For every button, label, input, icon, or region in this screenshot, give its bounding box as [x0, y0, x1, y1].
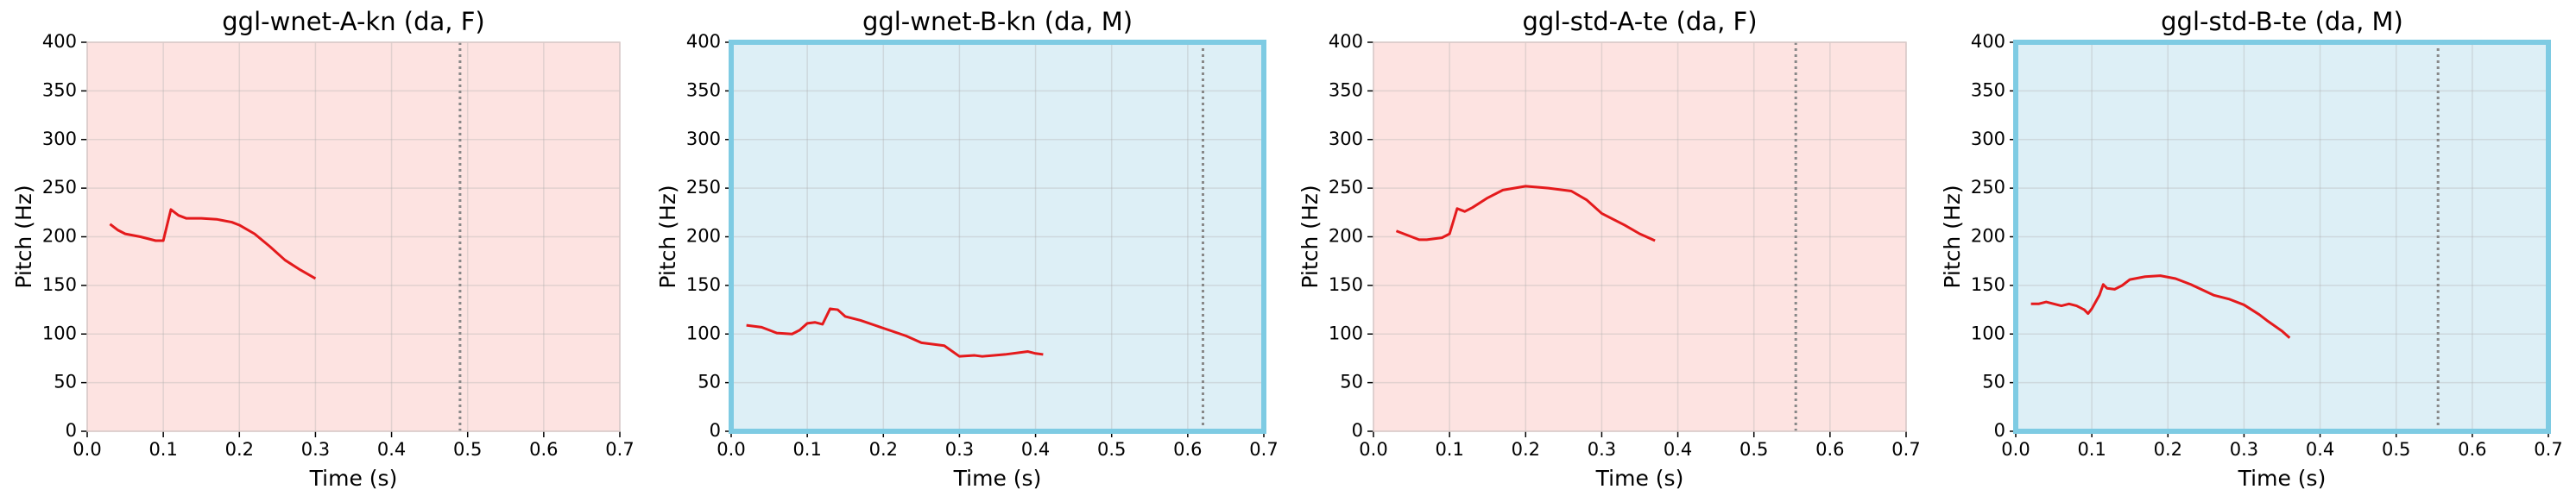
plot-frame [1373, 41, 1907, 432]
plot-background [731, 42, 1264, 431]
x-tick-label: 0.1 [148, 439, 177, 460]
plot-background [2016, 42, 2548, 431]
chart-title: ggl-std-B-te (da, M) [2161, 7, 2403, 36]
x-tick-label: 0.2 [225, 439, 254, 460]
y-tick-label: 300 [686, 129, 721, 149]
y-tick-label: 150 [1329, 274, 1363, 295]
y-axis-label: Pitch (Hz) [11, 185, 36, 288]
y-tick-label: 0 [1994, 420, 2005, 441]
y-tick-label: 250 [42, 177, 77, 198]
x-tick-label: 0.7 [1891, 439, 1920, 460]
y-tick-label: 200 [686, 226, 721, 247]
x-tick-label: 0.2 [2154, 439, 2182, 460]
y-tick-label: 50 [698, 372, 721, 392]
x-tick-label: 0.2 [869, 439, 898, 460]
y-tick-label: 100 [42, 323, 77, 343]
x-tick-label: 0.1 [2077, 439, 2106, 460]
x-tick-label: 0.6 [529, 439, 558, 460]
y-tick-label: 0 [66, 420, 77, 441]
y-tick-label: 350 [1971, 79, 2005, 100]
plot-frame [729, 40, 1266, 434]
y-tick-label: 400 [686, 31, 721, 52]
y-tick-label: 200 [1971, 226, 2005, 247]
x-tick-label: 0.0 [73, 439, 101, 460]
y-axis-label: Pitch (Hz) [1940, 185, 1965, 288]
y-tick-label: 250 [1971, 177, 2005, 198]
x-tick-label: 0.7 [1249, 439, 1278, 460]
x-tick-label: 0.4 [377, 439, 406, 460]
y-tick-label: 300 [42, 129, 77, 149]
y-tick-label: 350 [42, 79, 77, 100]
x-tick-label: 0.5 [1097, 439, 1126, 460]
x-tick-label: 0.3 [2230, 439, 2258, 460]
y-tick-label: 150 [42, 274, 77, 295]
chart-title: ggl-wnet-B-kn (da, M) [862, 7, 1133, 36]
x-tick-label: 0.0 [2001, 439, 2030, 460]
y-tick-label: 400 [42, 31, 77, 52]
x-tick-label: 0.3 [1588, 439, 1616, 460]
x-tick-label: 0.5 [1739, 439, 1768, 460]
x-tick-label: 0.3 [301, 439, 330, 460]
y-tick-label: 300 [1971, 129, 2005, 149]
y-axis-label: Pitch (Hz) [1297, 185, 1323, 288]
y-tick-label: 200 [1329, 226, 1363, 247]
y-tick-label: 50 [1340, 372, 1363, 392]
y-axis-label: Pitch (Hz) [655, 185, 680, 288]
y-tick-label: 350 [1329, 79, 1363, 100]
y-tick-label: 400 [1329, 31, 1363, 52]
x-axis-label: Time (s) [2238, 466, 2327, 491]
x-tick-label: 0.6 [1815, 439, 1844, 460]
pitch-line [2030, 274, 2291, 339]
y-tick-label: 350 [686, 79, 721, 100]
y-tick-label: 250 [686, 177, 721, 198]
y-tick-label: 50 [1982, 372, 2005, 392]
x-tick-label: 0.2 [1512, 439, 1540, 460]
y-tick-label: 100 [1329, 323, 1363, 343]
y-tick-label: 250 [1329, 177, 1363, 198]
x-tick-label: 0.6 [1173, 439, 1202, 460]
x-tick-label: 0.0 [1359, 439, 1387, 460]
x-tick-label: 0.5 [453, 439, 482, 460]
x-tick-label: 0.1 [1435, 439, 1463, 460]
x-tick-label: 0.7 [605, 439, 634, 460]
y-tick-label: 150 [686, 274, 721, 295]
y-tick-label: 400 [1971, 31, 2005, 52]
plot-background [87, 42, 620, 431]
plot-frame [86, 41, 621, 432]
plot-background [1373, 42, 1906, 431]
y-tick-label: 0 [710, 420, 721, 441]
pitch-line [1395, 185, 1656, 242]
x-axis-label: Time (s) [309, 466, 398, 491]
y-tick-label: 300 [1329, 129, 1363, 149]
chart-title: ggl-wnet-A-kn (da, F) [222, 7, 484, 36]
x-tick-label: 0.1 [792, 439, 821, 460]
pitch-line [109, 208, 317, 280]
y-tick-label: 100 [686, 323, 721, 343]
x-axis-label: Time (s) [953, 466, 1042, 491]
x-tick-label: 0.7 [2534, 439, 2562, 460]
x-tick-label: 0.4 [2306, 439, 2334, 460]
x-tick-label: 0.6 [2458, 439, 2486, 460]
chart-title: ggl-std-A-te (da, F) [1522, 7, 1757, 36]
plot-frame [2013, 40, 2551, 434]
y-tick-label: 200 [42, 226, 77, 247]
pitch-line [746, 307, 1044, 358]
x-tick-label: 0.5 [2382, 439, 2410, 460]
x-tick-label: 0.0 [717, 439, 745, 460]
x-axis-label: Time (s) [1595, 466, 1684, 491]
y-tick-label: 50 [54, 372, 77, 392]
x-tick-label: 0.3 [945, 439, 974, 460]
y-tick-label: 0 [1352, 420, 1363, 441]
x-tick-label: 0.4 [1021, 439, 1050, 460]
x-tick-label: 0.4 [1664, 439, 1692, 460]
y-tick-label: 100 [1971, 323, 2005, 343]
y-tick-label: 150 [1971, 274, 2005, 295]
